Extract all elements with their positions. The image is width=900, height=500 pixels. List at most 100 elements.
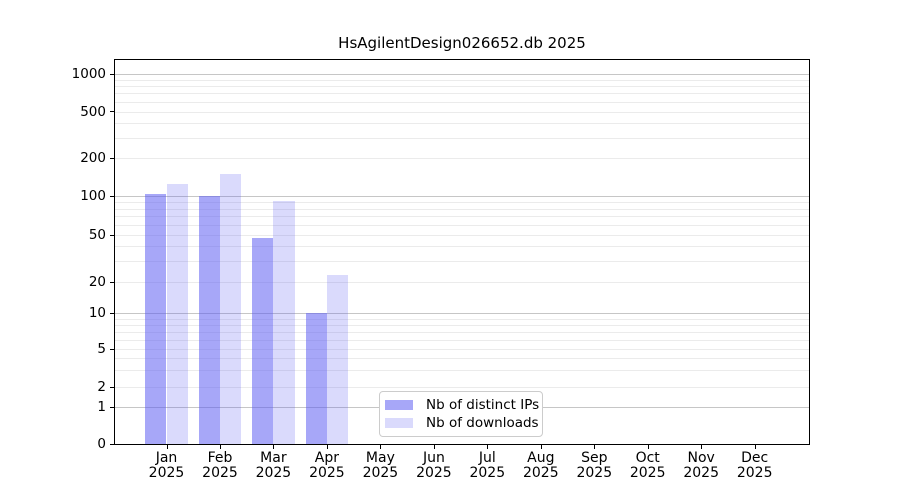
y-tick-label-0: 0 [97, 436, 106, 452]
x-tick-month: Feb [207, 450, 233, 466]
gridline-minor [115, 111, 809, 113]
x-tick-year: 2025 [309, 465, 345, 481]
bar-distinct-ips [252, 238, 274, 444]
x-tick-month: Jan [155, 450, 178, 466]
y-tick-label-10: 10 [88, 305, 106, 322]
x-tick-month: Jun [422, 450, 445, 466]
gridline-minor [115, 208, 809, 210]
gridline-minor [115, 387, 809, 388]
gridline-minor [115, 137, 809, 139]
y-tick-label-200: 200 [80, 150, 106, 167]
x-tick-label-apr: Apr 2025 [297, 451, 357, 481]
x-tick-year: 2025 [416, 465, 452, 481]
x-tick-mark [166, 445, 168, 449]
legend-item-downloads: Nb of downloads [385, 414, 539, 432]
x-tick-month: Oct [635, 450, 660, 466]
gridline-minor [115, 235, 809, 236]
gridline-minor [115, 261, 809, 263]
x-tick-label-aug: Aug 2025 [511, 451, 571, 481]
x-tick-month: Dec [741, 450, 769, 466]
x-tick-mark [594, 445, 596, 449]
x-tick-mark [701, 445, 703, 449]
gridline-minor [115, 123, 809, 124]
x-tick-label-oct: Oct 2025 [618, 451, 678, 481]
x-tick-mark [754, 445, 756, 449]
gridline-minor [115, 93, 809, 95]
bar-distinct-ips [305, 313, 327, 444]
gridline-minor [115, 318, 809, 320]
y-tick-label-20: 20 [88, 274, 106, 290]
y-tick-mark [110, 386, 114, 388]
bar-downloads [166, 184, 188, 444]
legend-item-distinct-ips: Nb of distinct IPs [385, 396, 539, 414]
gridline-minor [115, 349, 809, 350]
x-tick-month: Sep [581, 450, 608, 466]
gridline-minor [115, 216, 809, 218]
x-tick-mark [487, 445, 489, 449]
y-tick-mark [110, 348, 114, 350]
x-tick-label-feb: Feb 2025 [190, 451, 250, 481]
y-tick-mark [110, 406, 114, 408]
x-tick-year: 2025 [202, 465, 238, 481]
gridline-minor [115, 358, 809, 360]
x-tick-mark [273, 445, 275, 449]
bar-distinct-ips [198, 196, 220, 444]
x-tick-label-jul: Jul 2025 [457, 451, 517, 481]
gridline-minor [115, 79, 809, 81]
x-tick-mark [326, 445, 328, 449]
x-tick-year: 2025 [736, 465, 773, 481]
gridline-minor [115, 202, 809, 204]
x-tick-label-jan: Jan 2025 [137, 451, 197, 481]
x-tick-mark [220, 445, 221, 449]
bar-downloads [220, 174, 242, 444]
x-tick-month: Jul [478, 450, 496, 466]
x-tick-month: Nov [687, 450, 715, 466]
x-tick-label-sep: Sep 2025 [564, 451, 624, 481]
gridline-major [115, 196, 809, 198]
x-tick-label-may: May 2025 [350, 451, 410, 481]
x-tick-mark [380, 445, 382, 449]
x-tick-month: Aug [527, 450, 555, 466]
x-tick-mark [540, 445, 542, 449]
gridline-major [115, 313, 809, 315]
y-tick-label-50: 50 [88, 227, 106, 243]
y-tick-label-500: 500 [80, 103, 106, 120]
x-tick-year: 2025 [148, 465, 185, 481]
legend: Nb of distinct IPs Nb of downloads [379, 391, 543, 437]
x-tick-label-jun: Jun 2025 [404, 451, 464, 481]
y-tick-mark [110, 111, 114, 113]
legend-swatch-distinct-ips-icon [385, 400, 413, 410]
bar-downloads [273, 201, 295, 444]
plot-area: Nb of distinct IPs Nb of downloads [114, 59, 810, 445]
legend-swatch-downloads-icon [385, 418, 413, 428]
x-tick-month: May [365, 450, 395, 466]
x-tick-year: 2025 [469, 465, 506, 481]
x-tick-label-mar: Mar 2025 [243, 451, 303, 481]
y-tick-label-2: 2 [97, 379, 106, 395]
y-tick-mark [110, 195, 114, 197]
x-tick-month: Apr [314, 450, 339, 466]
legend-label-distinct-ips: Nb of distinct IPs [426, 397, 540, 413]
gridline-minor [115, 86, 809, 88]
x-tick-label-nov: Nov 2025 [671, 451, 731, 481]
y-tick-mark [110, 234, 114, 236]
y-tick-label-100: 100 [80, 188, 106, 205]
legend-label-downloads: Nb of downloads [426, 415, 539, 431]
gridline-minor [115, 282, 809, 283]
x-tick-month: Mar [260, 450, 287, 466]
y-tick-label-5: 5 [97, 341, 106, 357]
y-tick-label-1000: 1000 [71, 66, 106, 82]
gridline-minor [115, 158, 809, 160]
x-tick-mark [647, 445, 649, 449]
y-tick-mark [110, 443, 114, 445]
x-tick-year: 2025 [683, 465, 719, 481]
gridline-minor [115, 370, 809, 372]
x-tick-year: 2025 [522, 465, 559, 481]
gridline-minor [115, 246, 809, 248]
chart-title: HsAgilentDesign026652.db 2025 [338, 34, 586, 52]
x-tick-label-dec: Dec 2025 [725, 451, 785, 481]
x-tick-mark [433, 445, 435, 449]
gridline-major [115, 74, 809, 75]
y-tick-mark [110, 312, 114, 314]
